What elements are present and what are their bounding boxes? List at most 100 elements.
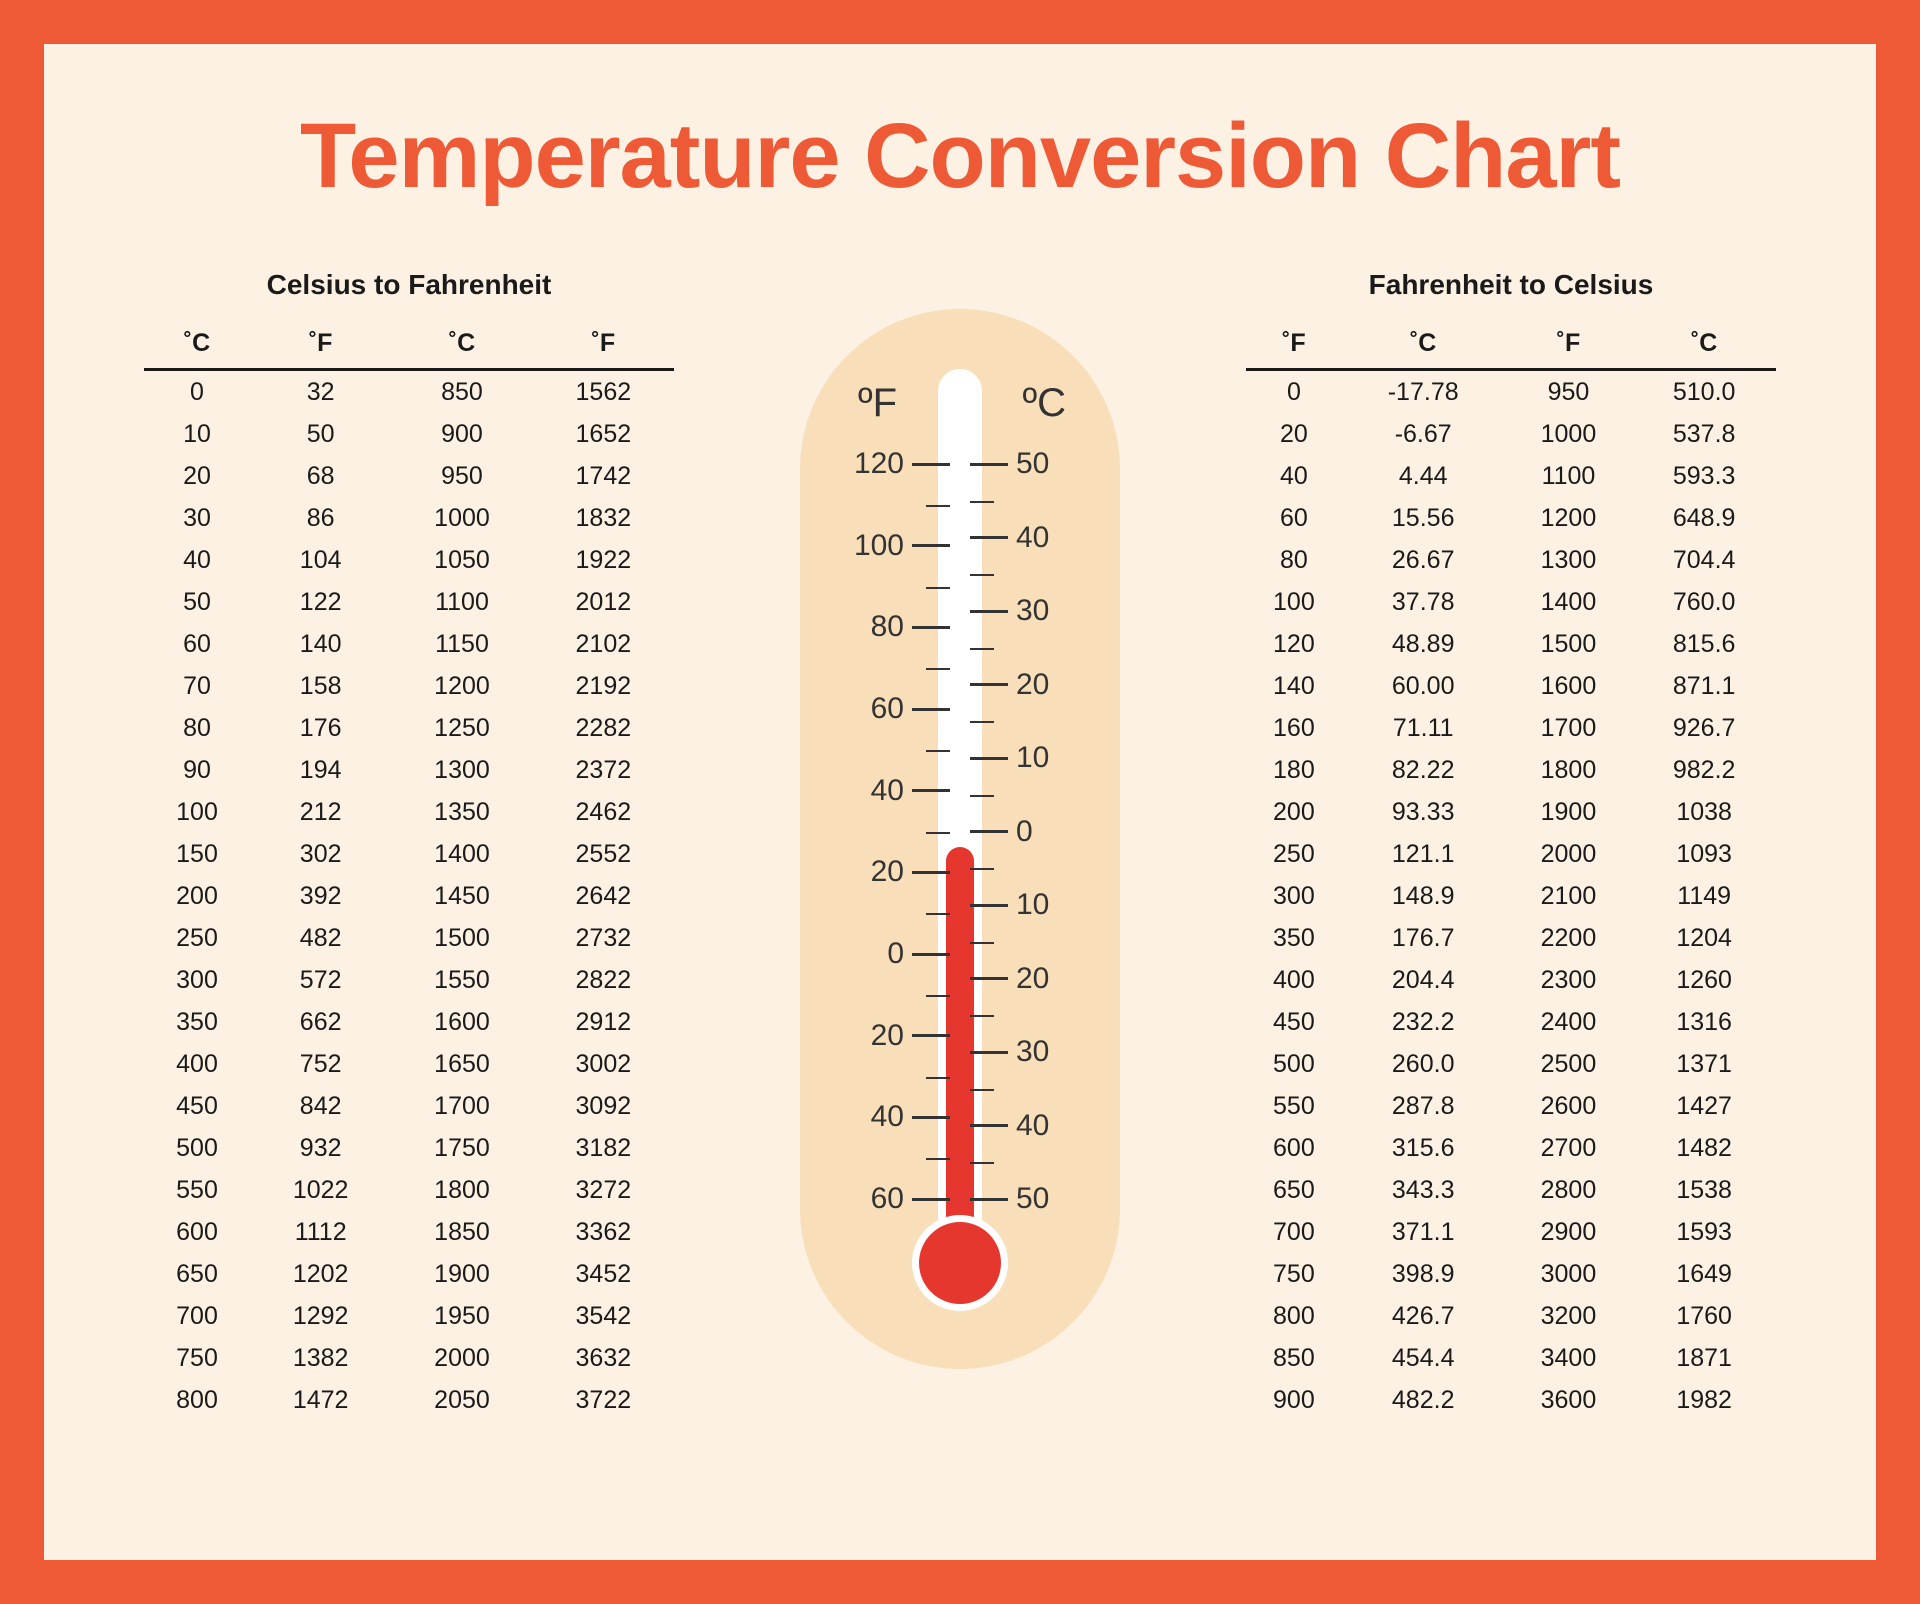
table-cell: 3002: [533, 1043, 674, 1085]
table-cell: 2822: [533, 959, 674, 1001]
table-cell: 2642: [533, 875, 674, 917]
tick-label: 0: [1008, 815, 1041, 849]
table-cell: 1550: [391, 959, 532, 1001]
table-cell: 120: [1246, 623, 1342, 665]
table-cell: 750: [144, 1337, 250, 1379]
table-cell: 3452: [533, 1253, 674, 1295]
scale-minor-tick: [970, 942, 994, 944]
table-row: 550102218003272: [144, 1169, 674, 1211]
table-row: 9019413002372: [144, 749, 674, 791]
table-row: 600111218503362: [144, 1211, 674, 1253]
table-cell: 500: [1246, 1043, 1342, 1085]
fahrenheit-to-celsius-block: Fahrenheit to Celsius ˚F˚C˚F˚C 0-17.7895…: [1246, 269, 1776, 1421]
table-row: 450232.224001316: [1246, 1001, 1776, 1043]
scale-minor-tick: [970, 501, 994, 503]
tick-mark: [970, 536, 1008, 539]
table-cell: 760.0: [1632, 581, 1776, 623]
tick-label: 20: [1008, 962, 1057, 996]
chart-title: Temperature Conversion Chart: [144, 104, 1776, 209]
tick-label: 20: [863, 1019, 912, 1053]
table-cell: 600: [1246, 1127, 1342, 1169]
tick-mark: [970, 610, 1008, 613]
table-cell: 1649: [1632, 1253, 1776, 1295]
tick-label: 50: [1008, 447, 1057, 481]
table-cell: 426.7: [1342, 1295, 1505, 1337]
table-cell: 3182: [533, 1127, 674, 1169]
table-cell: 4.44: [1342, 455, 1505, 497]
table-cell: 842: [250, 1085, 391, 1127]
table-row: 500260.025001371: [1246, 1043, 1776, 1085]
table-cell: 371.1: [1342, 1211, 1505, 1253]
table-cell: 48.89: [1342, 623, 1505, 665]
table-cell: 2012: [533, 581, 674, 623]
table-cell: 1538: [1632, 1169, 1776, 1211]
table-cell: 71.11: [1342, 707, 1505, 749]
table-cell: 204.4: [1342, 959, 1505, 1001]
table-header-cell: ˚C: [391, 323, 532, 370]
thermometer-icon: ºF ºC 120100806040200204060 504030201001…: [800, 309, 1120, 1369]
table-row: 850454.434001871: [1246, 1337, 1776, 1379]
table-row: 250121.120001093: [1246, 833, 1776, 875]
table-cell: 1400: [391, 833, 532, 875]
tick-mark: [912, 1198, 950, 1201]
table-cell: 250: [1246, 833, 1342, 875]
tick-mark: [912, 1116, 950, 1119]
table-cell: 93.33: [1342, 791, 1505, 833]
table-cell: 1800: [1505, 749, 1633, 791]
table-cell: 2732: [533, 917, 674, 959]
scale-minor-tick: [970, 868, 994, 870]
table-cell: 1200: [1505, 497, 1633, 539]
table-row: 350176.722001204: [1246, 917, 1776, 959]
tick-label: 40: [1008, 521, 1057, 555]
tick-label: 20: [863, 855, 912, 889]
table-cell: 537.8: [1632, 413, 1776, 455]
scale-minor-tick: [926, 750, 950, 752]
table-cell: 10: [144, 413, 250, 455]
table-cell: 200: [1246, 791, 1342, 833]
table-cell: -17.78: [1342, 370, 1505, 414]
table-cell: 212: [250, 791, 391, 833]
table-cell: 1500: [1505, 623, 1633, 665]
table-cell: 68: [250, 455, 391, 497]
table-row: 20-6.671000537.8: [1246, 413, 1776, 455]
table-cell: 1022: [250, 1169, 391, 1211]
table-cell: 662: [250, 1001, 391, 1043]
table-cell: 1652: [533, 413, 674, 455]
tick-mark: [970, 1124, 1008, 1127]
table-cell: 1950: [391, 1295, 532, 1337]
table-row: 35066216002912: [144, 1001, 674, 1043]
table-cell: 1871: [1632, 1337, 1776, 1379]
table-cell: 871.1: [1632, 665, 1776, 707]
table-cell: 1292: [250, 1295, 391, 1337]
table-cell: 392: [250, 875, 391, 917]
table-cell: 700: [144, 1295, 250, 1337]
table-cell: 3632: [533, 1337, 674, 1379]
table-row: 800426.732001760: [1246, 1295, 1776, 1337]
scale-minor-tick: [926, 587, 950, 589]
table-cell: 1316: [1632, 1001, 1776, 1043]
table-cell: 1760: [1632, 1295, 1776, 1337]
table-cell: 2372: [533, 749, 674, 791]
table-cell: 158: [250, 665, 391, 707]
scale-minor-tick: [970, 1015, 994, 1017]
table-cell: 0: [144, 370, 250, 414]
table-cell: 3200: [1505, 1295, 1633, 1337]
table-cell: 400: [1246, 959, 1342, 1001]
table-row: 750138220003632: [144, 1337, 674, 1379]
table-row: 15030214002552: [144, 833, 674, 875]
table-cell: 1562: [533, 370, 674, 414]
table-cell: 1400: [1505, 581, 1633, 623]
table-cell: 2600: [1505, 1085, 1633, 1127]
tick-mark: [912, 544, 950, 547]
table-cell: 60: [1246, 497, 1342, 539]
scale-minor-tick: [926, 913, 950, 915]
table-cell: 343.3: [1342, 1169, 1505, 1211]
table-header-cell: ˚C: [144, 323, 250, 370]
table-row: 6014011502102: [144, 623, 674, 665]
tick-label: 40: [863, 1100, 912, 1134]
table-cell: 750: [1246, 1253, 1342, 1295]
table-cell: 287.8: [1342, 1085, 1505, 1127]
tick-label: 80: [863, 610, 912, 644]
table-cell: 260.0: [1342, 1043, 1505, 1085]
table-cell: 90: [144, 749, 250, 791]
